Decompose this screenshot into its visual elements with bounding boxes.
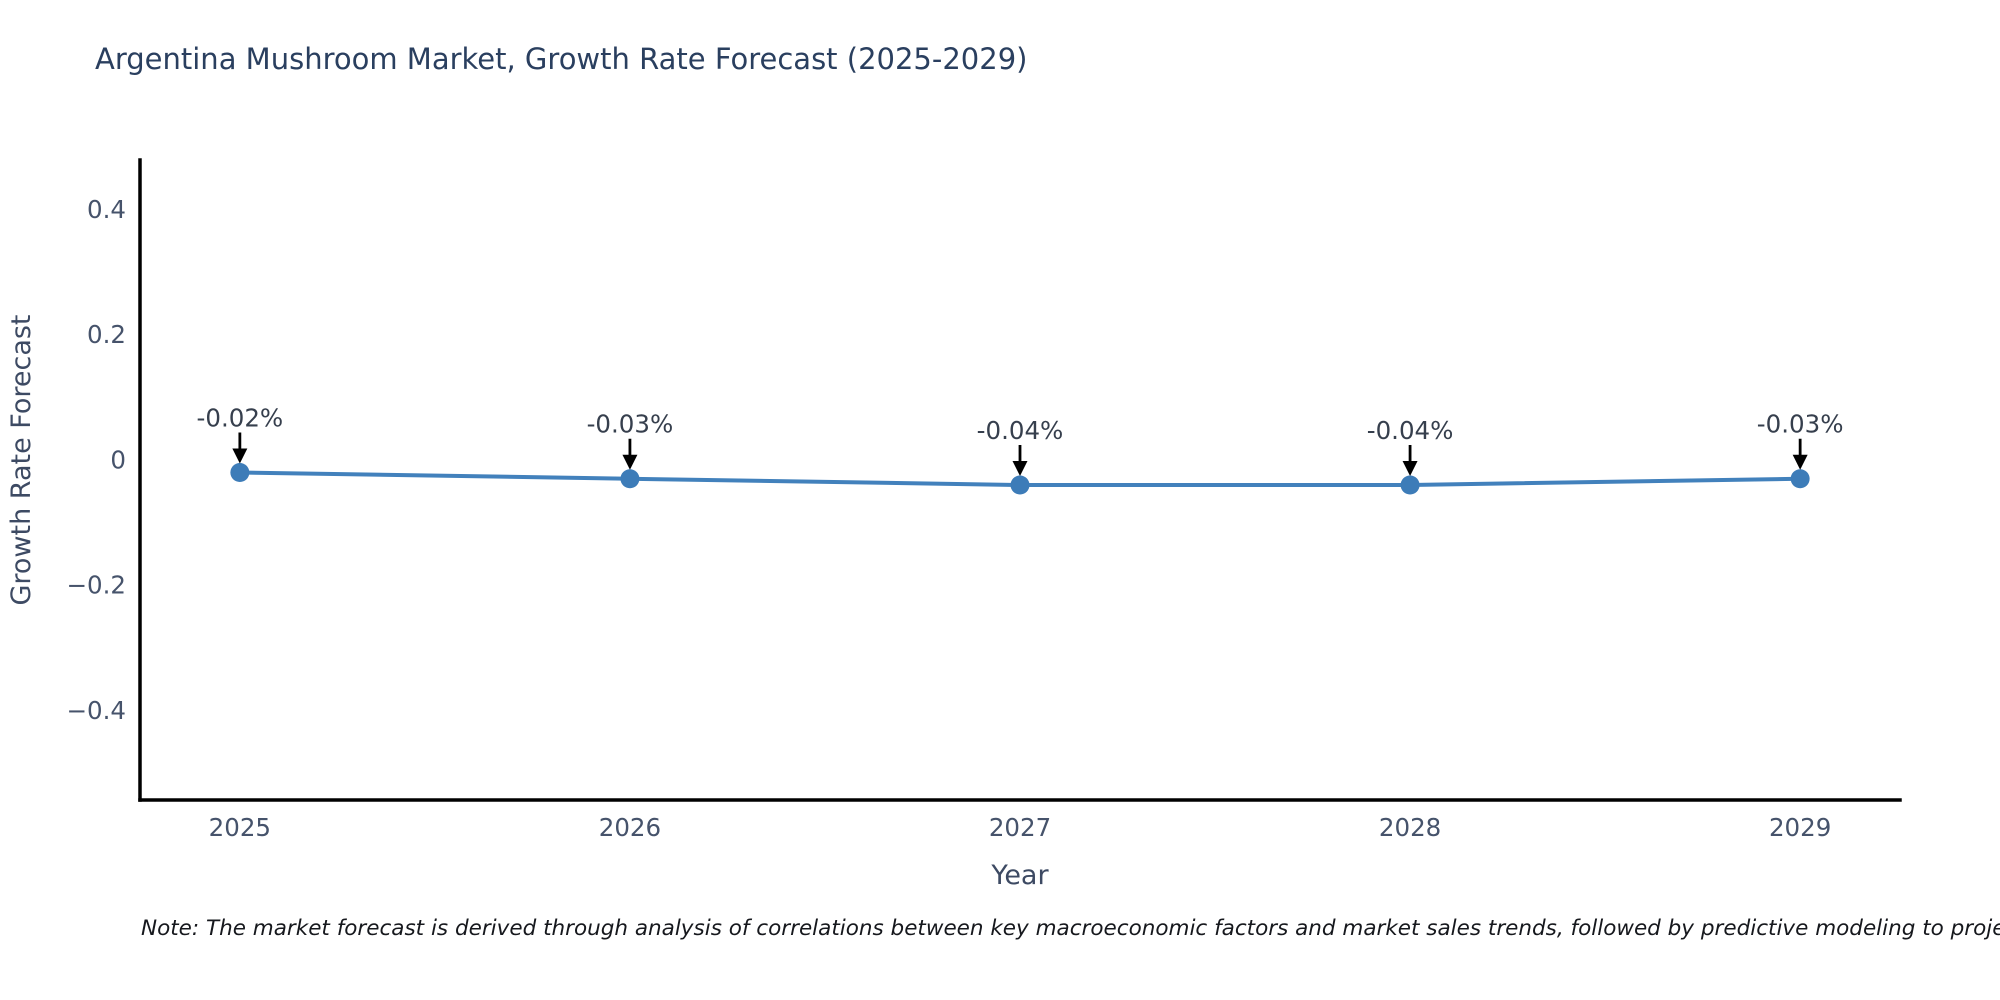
annotation-arrow-head bbox=[1402, 461, 1418, 477]
x-tick-label: 2027 bbox=[989, 813, 1051, 842]
annotation-arrow-head bbox=[1792, 454, 1808, 470]
point-value-label: -0.04% bbox=[1367, 416, 1454, 445]
chart-footnote: Note: The market forecast is derived thr… bbox=[141, 916, 2000, 941]
data-point-marker bbox=[1790, 469, 1810, 489]
x-axis-title: Year bbox=[990, 860, 1049, 891]
y-tick-label: −0.4 bbox=[67, 696, 127, 725]
data-point-marker bbox=[1400, 475, 1420, 495]
x-tick-label: 2029 bbox=[1769, 813, 1831, 842]
point-value-label: -0.03% bbox=[587, 410, 674, 439]
data-point-marker bbox=[230, 462, 250, 482]
y-tick-label: 0.2 bbox=[87, 320, 126, 349]
y-tick-label: 0.4 bbox=[87, 195, 126, 224]
point-annotations: -0.02% -0.03% -0.04% -0.04% -0.03% bbox=[197, 403, 1844, 477]
chart-title: Argentina Mushroom Market, Growth Rate F… bbox=[95, 42, 1028, 76]
y-axis-title: Growth Rate Forecast bbox=[6, 314, 37, 605]
y-tick-label: 0 bbox=[110, 445, 126, 474]
point-value-label: -0.04% bbox=[977, 416, 1064, 445]
data-point-marker bbox=[1010, 475, 1030, 495]
y-tick-label: −0.2 bbox=[67, 571, 127, 600]
x-tick-label: 2025 bbox=[209, 813, 271, 842]
x-tick-label: 2026 bbox=[599, 813, 661, 842]
annotation-arrow-head bbox=[1012, 461, 1028, 477]
annotation-arrow-head bbox=[622, 454, 638, 470]
x-tick-label: 2028 bbox=[1379, 813, 1441, 842]
line-series bbox=[230, 462, 1810, 495]
axis-ticks: 0.4 0.2 0 −0.2 −0.4 2025 2026 2027 2028 2029 bbox=[67, 195, 1832, 842]
point-value-label: -0.03% bbox=[1757, 410, 1844, 439]
data-point-marker bbox=[620, 469, 640, 489]
annotation-arrow-head bbox=[232, 448, 248, 464]
point-value-label: -0.02% bbox=[197, 403, 284, 432]
